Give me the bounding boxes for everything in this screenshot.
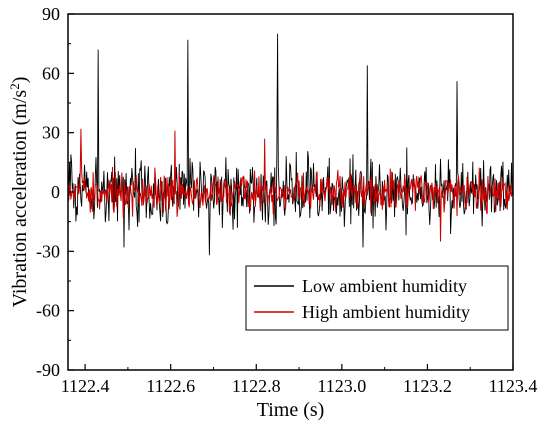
- x-tick-label: 1122.4: [61, 376, 110, 396]
- x-tick-label: 1123.4: [489, 376, 538, 396]
- y-tick-label: -90: [36, 360, 60, 380]
- y-tick-label: 30: [42, 123, 60, 143]
- y-tick-label: -30: [36, 241, 60, 261]
- y-axis-label-suffix: ): [9, 77, 31, 84]
- y-tick-label: 0: [51, 182, 60, 202]
- x-axis-label: Time (s): [257, 399, 325, 421]
- y-axis-label-superscript: 2: [7, 83, 22, 90]
- x-axis: 1122.4 1122.6 1122.8 1123.0 1123.2 1123.4: [61, 364, 538, 396]
- y-axis-label-main: Vibration acceleration (m/s: [9, 90, 31, 308]
- x-tick-label: 1123.2: [403, 376, 452, 396]
- series-line-low-humidity: [67, 33, 514, 256]
- y-axis-label: Vibration acceleration (m/s2): [7, 77, 32, 308]
- legend-label-low-humidity: Low ambient humidity: [302, 276, 467, 296]
- y-tick-label: 90: [42, 4, 60, 24]
- legend: Low ambient humidity High ambient humidi…: [245, 265, 509, 331]
- x-tick-label: 1123.0: [317, 376, 366, 396]
- y-axis: -90 -60 -30 0 30 60 90: [36, 4, 74, 380]
- x-tick-label: 1122.6: [146, 376, 195, 396]
- y-tick-label: 60: [42, 63, 60, 83]
- y-tick-label: -60: [36, 301, 60, 321]
- x-tick-label: 1122.8: [232, 376, 281, 396]
- legend-box: [245, 265, 509, 331]
- legend-label-high-humidity: High ambient humidity: [302, 302, 470, 322]
- series-line-high-humidity: [67, 128, 514, 242]
- series-layer: [67, 33, 514, 256]
